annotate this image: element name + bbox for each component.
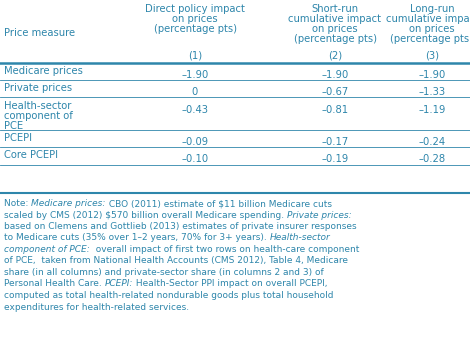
Text: Short-run: Short-run xyxy=(312,4,359,14)
Text: Health-sector: Health-sector xyxy=(270,234,330,243)
Text: Private prices: Private prices xyxy=(4,83,72,93)
Text: (percentage pts): (percentage pts) xyxy=(293,34,376,44)
Text: PCEPI:: PCEPI: xyxy=(105,279,133,288)
Text: –1.90: –1.90 xyxy=(181,70,209,80)
Text: –1.90: –1.90 xyxy=(321,70,349,80)
Text: –0.81: –0.81 xyxy=(321,105,349,115)
Text: Personal Health Care.: Personal Health Care. xyxy=(4,279,105,288)
Text: –0.09: –0.09 xyxy=(181,137,209,147)
Text: –1.33: –1.33 xyxy=(418,87,446,97)
Text: Medicare prices:: Medicare prices: xyxy=(31,199,106,208)
Text: share (in all columns) and private-sector share (in columns 2 and 3) of: share (in all columns) and private-secto… xyxy=(4,268,324,277)
Text: component of PCE:: component of PCE: xyxy=(4,245,90,254)
Text: PCEPI: PCEPI xyxy=(4,133,32,143)
Text: –0.67: –0.67 xyxy=(321,87,349,97)
Text: on prices: on prices xyxy=(312,24,358,34)
Text: (3): (3) xyxy=(425,50,439,60)
Text: Price measure: Price measure xyxy=(4,28,75,38)
Text: of PCE,  taken from National Health Accounts (CMS 2012), Table 4, Medicare: of PCE, taken from National Health Accou… xyxy=(4,256,348,266)
Text: cumulative impact: cumulative impact xyxy=(385,14,470,24)
Text: –0.10: –0.10 xyxy=(181,154,209,164)
Text: 0: 0 xyxy=(192,87,198,97)
Text: (2): (2) xyxy=(328,50,342,60)
Text: Health-sector: Health-sector xyxy=(4,101,71,111)
Text: Long-run: Long-run xyxy=(410,4,454,14)
Text: –0.28: –0.28 xyxy=(418,154,446,164)
Text: component of: component of xyxy=(4,111,73,121)
Text: –0.17: –0.17 xyxy=(321,137,349,147)
Text: cumulative impact: cumulative impact xyxy=(289,14,382,24)
Text: on prices: on prices xyxy=(409,24,455,34)
Text: –1.19: –1.19 xyxy=(418,105,446,115)
Text: –0.43: –0.43 xyxy=(181,105,209,115)
Text: overall impact of first two rows on health-care component: overall impact of first two rows on heal… xyxy=(90,245,359,254)
Text: Private prices:: Private prices: xyxy=(287,211,352,220)
Text: (percentage pts): (percentage pts) xyxy=(391,34,470,44)
Text: computed as total health-related nondurable goods plus total household: computed as total health-related nondura… xyxy=(4,291,334,300)
Text: CBO (2011) estimate of $11 billion Medicare cuts: CBO (2011) estimate of $11 billion Medic… xyxy=(106,199,332,208)
Text: Health-Sector PPI impact on overall PCEPI,: Health-Sector PPI impact on overall PCEP… xyxy=(133,279,328,288)
Text: –0.24: –0.24 xyxy=(418,137,446,147)
Text: –0.19: –0.19 xyxy=(321,154,349,164)
Text: to Medicare cuts (35% over 1–2 years, 70% for 3+ years).: to Medicare cuts (35% over 1–2 years, 70… xyxy=(4,234,270,243)
Text: Core PCEPI: Core PCEPI xyxy=(4,150,58,160)
Text: Medicare prices: Medicare prices xyxy=(4,66,83,76)
Text: on prices: on prices xyxy=(172,14,218,24)
Text: expenditures for health-related services.: expenditures for health-related services… xyxy=(4,302,189,311)
Text: scaled by CMS (2012) $570 billion overall Medicare spending.: scaled by CMS (2012) $570 billion overal… xyxy=(4,211,287,220)
Text: Note:: Note: xyxy=(4,199,31,208)
Text: based on Clemens and Gottlieb (2013) estimates of private insurer responses: based on Clemens and Gottlieb (2013) est… xyxy=(4,222,357,231)
Text: –1.90: –1.90 xyxy=(418,70,446,80)
Text: Direct policy impact: Direct policy impact xyxy=(145,4,245,14)
Text: (percentage pts): (percentage pts) xyxy=(154,24,236,34)
Text: (1): (1) xyxy=(188,50,202,60)
Text: PCE: PCE xyxy=(4,121,23,131)
